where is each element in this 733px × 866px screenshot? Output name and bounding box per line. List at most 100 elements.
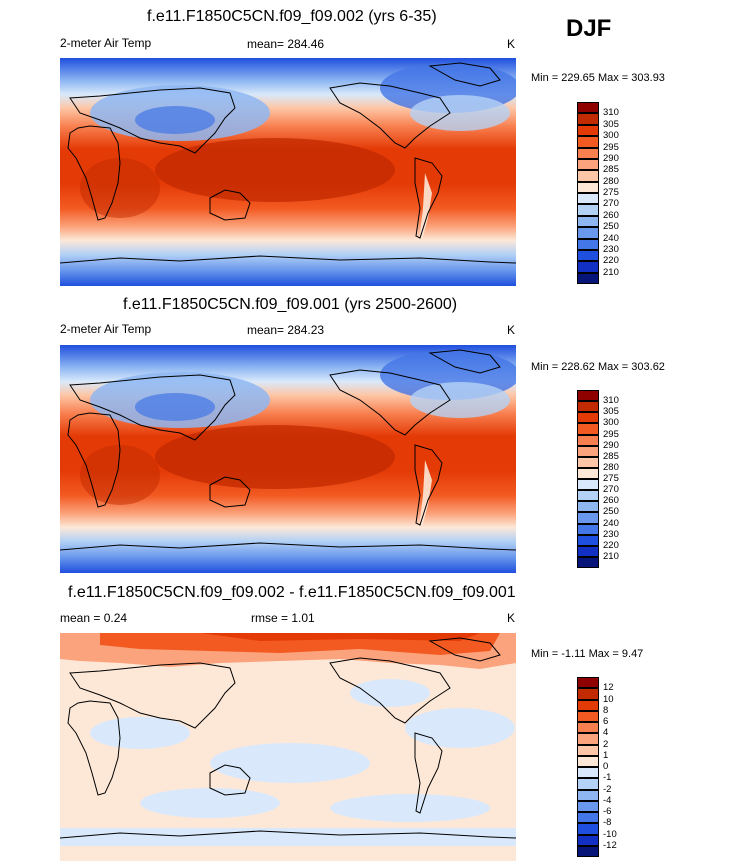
colorbar-label: 280 <box>603 461 619 473</box>
colorbar-label: 290 <box>603 439 619 451</box>
colorbar-label: 210 <box>603 266 619 278</box>
colorbar-swatch <box>577 181 599 193</box>
panel-2-mean: mean= 284.23 <box>247 323 325 337</box>
colorbar-swatch <box>577 767 599 779</box>
colorbar-swatch <box>577 412 599 424</box>
colorbar-swatch <box>577 523 599 535</box>
colorbar-swatch <box>577 215 599 228</box>
colorbar-label: 240 <box>603 517 619 529</box>
colorbar-swatch <box>577 534 599 546</box>
colorbar-swatch <box>577 193 599 205</box>
colorbar-label: 1 <box>603 749 609 761</box>
colorbar-label: 220 <box>603 255 619 267</box>
colorbar-label: 270 <box>603 198 619 210</box>
colorbar-label: 10 <box>603 693 614 705</box>
colorbar-swatch <box>577 249 599 262</box>
colorbar-swatch <box>577 501 599 513</box>
panel-1-mean: mean= 284.46 <box>247 37 325 51</box>
colorbar-swatch <box>577 272 599 284</box>
colorbar-label: 240 <box>603 232 619 244</box>
colorbar-swatch <box>577 227 599 239</box>
colorbar-label: 6 <box>603 716 609 727</box>
colorbar-swatch <box>577 823 599 835</box>
colorbar-label: 260 <box>603 495 619 507</box>
colorbar-swatch <box>577 113 599 125</box>
colorbar-swatch <box>577 401 599 413</box>
colorbar-swatch <box>577 755 599 767</box>
colorbar-swatch <box>577 147 599 159</box>
colorbar-label: 285 <box>603 164 619 176</box>
panel-3-mean: mean = 0.24 <box>60 611 128 625</box>
colorbar-label: 250 <box>603 506 619 518</box>
colorbar-swatch <box>577 124 599 137</box>
panel-3-units: K <box>507 611 516 625</box>
colorbar-swatch <box>577 556 599 568</box>
colorbar-label: 2 <box>603 738 609 750</box>
panel-1-title: f.e11.F1850C5CN.f09_f09.002 (yrs 6-35) <box>147 8 437 25</box>
colorbar-swatch <box>577 710 599 722</box>
colorbar-swatch <box>577 261 599 273</box>
colorbar-swatch <box>577 423 599 435</box>
colorbar-label: 270 <box>603 484 619 496</box>
colorbar-label: 250 <box>603 221 619 233</box>
colorbar-label: 260 <box>603 209 619 221</box>
colorbar-label: -2 <box>603 783 612 795</box>
panel-3-map <box>60 633 516 861</box>
panel-2-variable: 2-meter Air Temp <box>60 322 152 336</box>
colorbar-swatch <box>577 102 599 114</box>
colorbar-swatch <box>577 479 599 491</box>
panel-1-variable: 2-meter Air Temp <box>60 36 152 50</box>
colorbar-label: 220 <box>603 539 619 551</box>
colorbar-label: 310 <box>603 107 619 119</box>
colorbar-swatch <box>577 456 599 468</box>
colorbar-swatch <box>577 390 599 402</box>
panel-2-colorbar: 310 305 300 295 290 285 280 275 270 260 250 240 230 2… <box>577 390 619 568</box>
colorbar-label: 275 <box>603 187 619 198</box>
colorbar-label: 300 <box>603 130 619 142</box>
colorbar-swatch <box>577 545 599 557</box>
colorbar-swatch <box>577 688 599 700</box>
colorbar-swatch <box>577 812 599 824</box>
colorbar-label: 310 <box>603 395 619 407</box>
panel-2-minmax: Min = 228.62 Max = 303.62 <box>531 361 665 373</box>
colorbar-swatch <box>577 722 599 734</box>
colorbar-swatch <box>577 170 599 182</box>
panel-1-minmax: Min = 229.65 Max = 303.93 <box>531 72 665 84</box>
colorbar-label: 12 <box>603 682 614 694</box>
season-label: DJF <box>566 15 612 42</box>
colorbar-swatch <box>577 445 599 457</box>
colorbar-swatch <box>577 238 599 250</box>
panel-1-units: K <box>507 37 516 51</box>
colorbar-swatch <box>577 677 599 689</box>
colorbar-swatch <box>577 434 599 446</box>
panel-1-colorbar: 310 305 300 295 290 285 280 275 270 260 250 240 230 2… <box>577 102 619 284</box>
colorbar-label: -6 <box>603 806 612 817</box>
colorbar-label: -1 <box>603 772 612 784</box>
panel-3-title: f.e11.F1850C5CN.f09_f09.002 - f.e11.F185… <box>68 584 516 601</box>
colorbar-label: 275 <box>603 473 619 484</box>
colorbar-swatch <box>577 733 599 745</box>
panel-3-rmse: rmse = 1.01 <box>251 611 315 625</box>
colorbar-label: 210 <box>603 550 619 562</box>
panel-3-minmax: Min = -1.11 Max = 9.47 <box>531 648 644 660</box>
colorbar-swatch <box>577 778 599 790</box>
colorbar-label: 305 <box>603 118 619 130</box>
colorbar-label: 295 <box>603 428 619 440</box>
colorbar-swatch <box>577 204 599 216</box>
colorbar-swatch <box>577 512 599 524</box>
colorbar-swatch <box>577 845 599 857</box>
colorbar-label: 300 <box>603 417 619 429</box>
colorbar-label: 290 <box>603 152 619 164</box>
colorbar-label: 0 <box>603 761 609 772</box>
colorbar-swatch <box>577 158 599 171</box>
colorbar-swatch <box>577 136 599 148</box>
colorbar-swatch <box>577 699 599 711</box>
colorbar-label: 230 <box>603 528 619 540</box>
colorbar-label: -4 <box>603 794 612 806</box>
panel-1-map <box>60 58 516 286</box>
colorbar-swatch <box>577 834 599 846</box>
colorbar-label: -10 <box>603 828 617 840</box>
colorbar-label: 8 <box>603 704 609 716</box>
colorbar-swatch <box>577 789 599 801</box>
panel-3-colorbar: 12 10 8 6 4 2 1 0 -1 -2 -4 -6 -8 -10 -12 <box>577 677 617 857</box>
